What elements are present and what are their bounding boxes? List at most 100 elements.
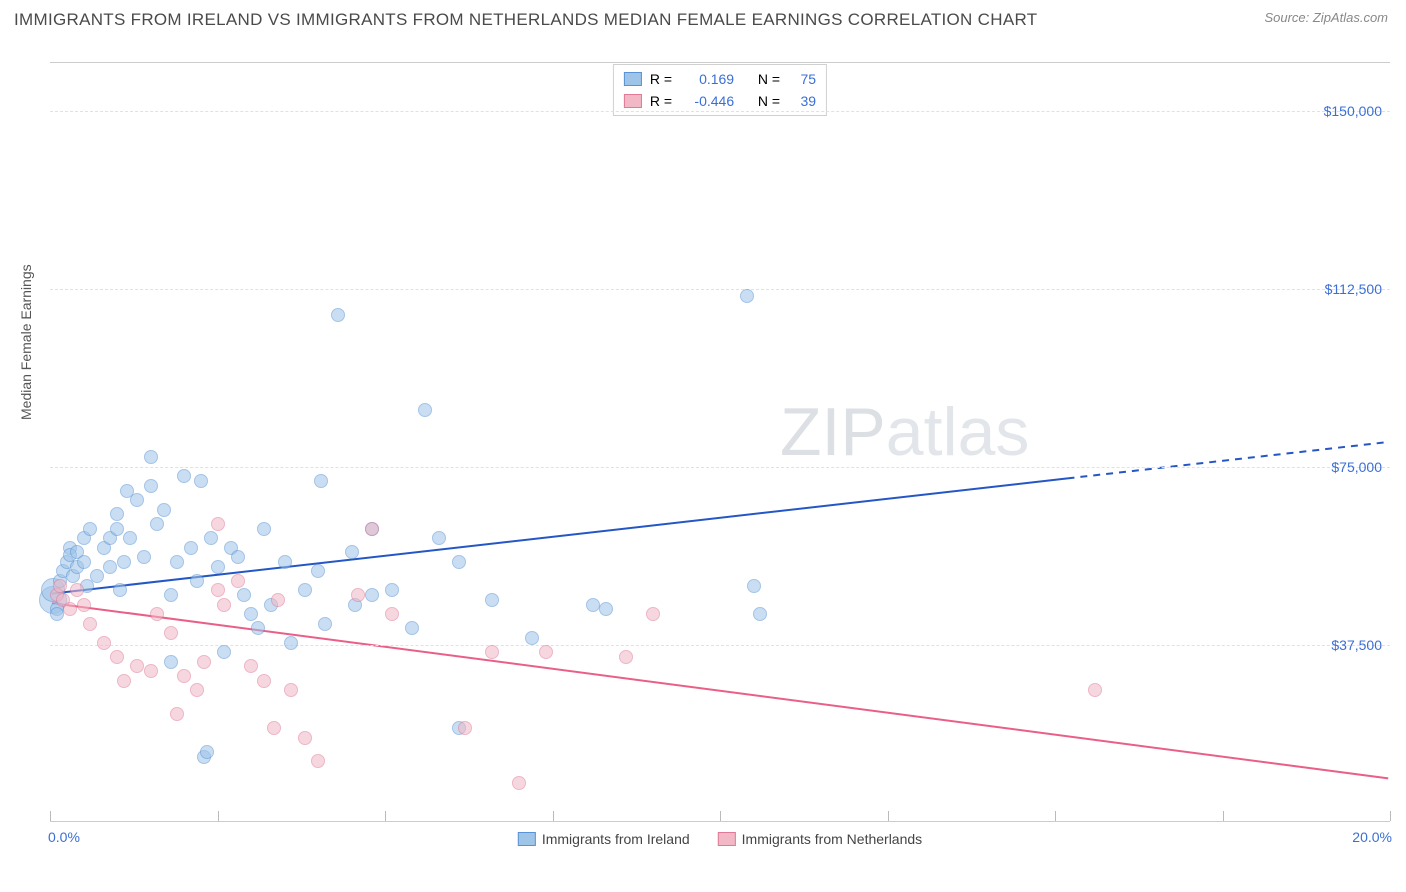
grid-line-h (50, 645, 1390, 646)
data-point (110, 507, 124, 521)
data-point (63, 602, 77, 616)
legend-series-item: Immigrants from Netherlands (718, 831, 923, 847)
data-point (164, 655, 178, 669)
data-point (284, 683, 298, 697)
source-label: Source: ZipAtlas.com (1264, 10, 1388, 25)
data-point (211, 517, 225, 531)
data-point (314, 474, 328, 488)
data-point (211, 583, 225, 597)
data-point (331, 308, 345, 322)
y-tick-label: $112,500 (1325, 281, 1382, 297)
data-point (539, 645, 553, 659)
data-point (190, 683, 204, 697)
data-point (257, 674, 271, 688)
data-point (137, 550, 151, 564)
data-point (50, 607, 64, 621)
data-point (130, 493, 144, 507)
x-label-min: 0.0% (48, 829, 80, 845)
data-point (204, 531, 218, 545)
data-point (194, 474, 208, 488)
data-point (231, 574, 245, 588)
data-point (278, 555, 292, 569)
data-point (130, 659, 144, 673)
data-point (117, 674, 131, 688)
data-point (97, 636, 111, 650)
x-tick (720, 811, 721, 821)
x-tick (1223, 811, 1224, 821)
data-point (237, 588, 251, 602)
data-point (110, 522, 124, 536)
data-point (485, 645, 499, 659)
data-point (418, 403, 432, 417)
data-point (170, 555, 184, 569)
data-point (90, 569, 104, 583)
data-point (117, 555, 131, 569)
data-point (170, 707, 184, 721)
data-point (267, 721, 281, 735)
data-point (747, 579, 761, 593)
data-point (113, 583, 127, 597)
grid-line-h (50, 289, 1390, 290)
data-point (164, 588, 178, 602)
data-point (177, 469, 191, 483)
data-point (365, 522, 379, 536)
data-point (144, 664, 158, 678)
data-point (177, 669, 191, 683)
legend-stat-row: R =-0.446 N =39 (624, 90, 816, 112)
data-point (753, 607, 767, 621)
legend-series-item: Immigrants from Ireland (518, 831, 690, 847)
data-point (144, 450, 158, 464)
data-point (298, 583, 312, 597)
data-point (150, 517, 164, 531)
data-point (184, 541, 198, 555)
y-axis-title: Median Female Earnings (18, 264, 34, 420)
watermark: ZIPatlas (780, 393, 1029, 471)
x-tick (888, 811, 889, 821)
series-legend: Immigrants from Ireland Immigrants from N… (518, 831, 922, 847)
data-point (345, 545, 359, 559)
y-tick-label: $150,000 (1324, 103, 1382, 119)
data-point (144, 479, 158, 493)
data-point (200, 745, 214, 759)
legend-stat-row: R =0.169 N =75 (624, 68, 816, 90)
data-point (586, 598, 600, 612)
correlation-legend: R =0.169 N =75 R =-0.446 N =39 (613, 64, 827, 116)
trend-lines-layer (50, 63, 1390, 821)
data-point (123, 531, 137, 545)
data-point (619, 650, 633, 664)
data-point (217, 598, 231, 612)
data-point (1088, 683, 1102, 697)
plot-area: ZIPatlas R =0.169 N =75 R =-0.446 N =39 … (50, 62, 1390, 822)
data-point (271, 593, 285, 607)
chart-title: IMMIGRANTS FROM IRELAND VS IMMIGRANTS FR… (14, 10, 1037, 30)
data-point (452, 555, 466, 569)
data-point (405, 621, 419, 635)
data-point (244, 607, 258, 621)
data-point (110, 650, 124, 664)
data-point (217, 645, 231, 659)
data-point (83, 617, 97, 631)
data-point (157, 503, 171, 517)
data-point (150, 607, 164, 621)
data-point (351, 588, 365, 602)
x-tick (50, 811, 51, 821)
data-point (599, 602, 613, 616)
data-point (385, 607, 399, 621)
y-tick-label: $75,000 (1331, 459, 1382, 475)
data-point (251, 621, 265, 635)
data-point (485, 593, 499, 607)
data-point (385, 583, 399, 597)
data-point (83, 522, 97, 536)
data-point (458, 721, 472, 735)
x-tick (218, 811, 219, 821)
data-point (231, 550, 245, 564)
grid-line-h (50, 111, 1390, 112)
x-tick (1055, 811, 1056, 821)
data-point (53, 579, 67, 593)
x-label-max: 20.0% (1352, 829, 1392, 845)
data-point (525, 631, 539, 645)
data-point (190, 574, 204, 588)
data-point (298, 731, 312, 745)
data-point (646, 607, 660, 621)
data-point (512, 776, 526, 790)
